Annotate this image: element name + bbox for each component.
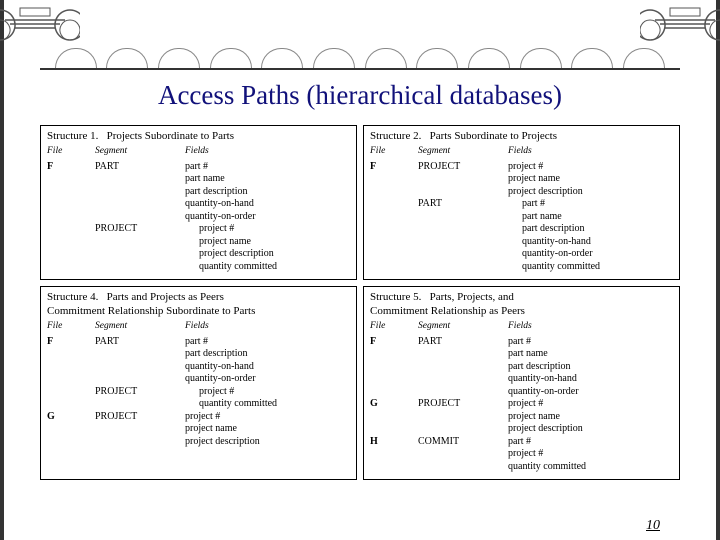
structure-4-title: Structure 4. Parts and Projects as Peers… — [47, 291, 350, 319]
structure-2-panel: Structure 2. Parts Subordinate to Projec… — [363, 125, 680, 280]
table-row: F PART part # part name part description… — [370, 336, 673, 399]
column-headers: File Segment Fields — [47, 146, 350, 158]
ionic-capital-left-icon — [0, 0, 80, 55]
table-row: PROJECT project # quantity committed — [47, 386, 350, 411]
table-row: G PROJECT project # project name project… — [370, 398, 673, 436]
structure-5-panel: Structure 5. Parts, Projects, and Commit… — [363, 286, 680, 480]
structure-1-panel: Structure 1. Projects Subordinate to Par… — [40, 125, 357, 280]
column-headers: File Segment Fields — [370, 321, 673, 333]
ionic-capital-right-icon — [640, 0, 720, 55]
header-fields: Fields — [185, 146, 350, 158]
table-row: PART part # part name part description q… — [370, 198, 673, 273]
header-file: File — [47, 146, 95, 158]
table-row: F PART part # part description quantity-… — [47, 336, 350, 386]
structure-2-title: Structure 2. Parts Subordinate to Projec… — [370, 130, 673, 144]
structure-panels: Structure 1. Projects Subordinate to Par… — [40, 125, 680, 480]
column-headers: File Segment Fields — [370, 146, 673, 158]
top-divider — [40, 68, 680, 70]
structure-4-panel: Structure 4. Parts and Projects as Peers… — [40, 286, 357, 480]
table-row: F PART part # part name part description… — [47, 161, 350, 224]
structure-5-title: Structure 5. Parts, Projects, and Commit… — [370, 291, 673, 319]
header-segment: Segment — [95, 146, 185, 158]
table-row: PROJECT project # project name project d… — [47, 223, 350, 273]
table-row: H COMMIT part # project # quantity commi… — [370, 436, 673, 474]
table-row: F PROJECT project # project name project… — [370, 161, 673, 199]
page-number: 10 — [646, 518, 660, 534]
page-title: Access Paths (hierarchical databases) — [0, 80, 720, 111]
structure-1-title: Structure 1. Projects Subordinate to Par… — [47, 130, 350, 144]
table-row: G PROJECT project # project name project… — [47, 411, 350, 449]
column-headers: File Segment Fields — [47, 321, 350, 333]
top-arcs — [50, 48, 670, 68]
